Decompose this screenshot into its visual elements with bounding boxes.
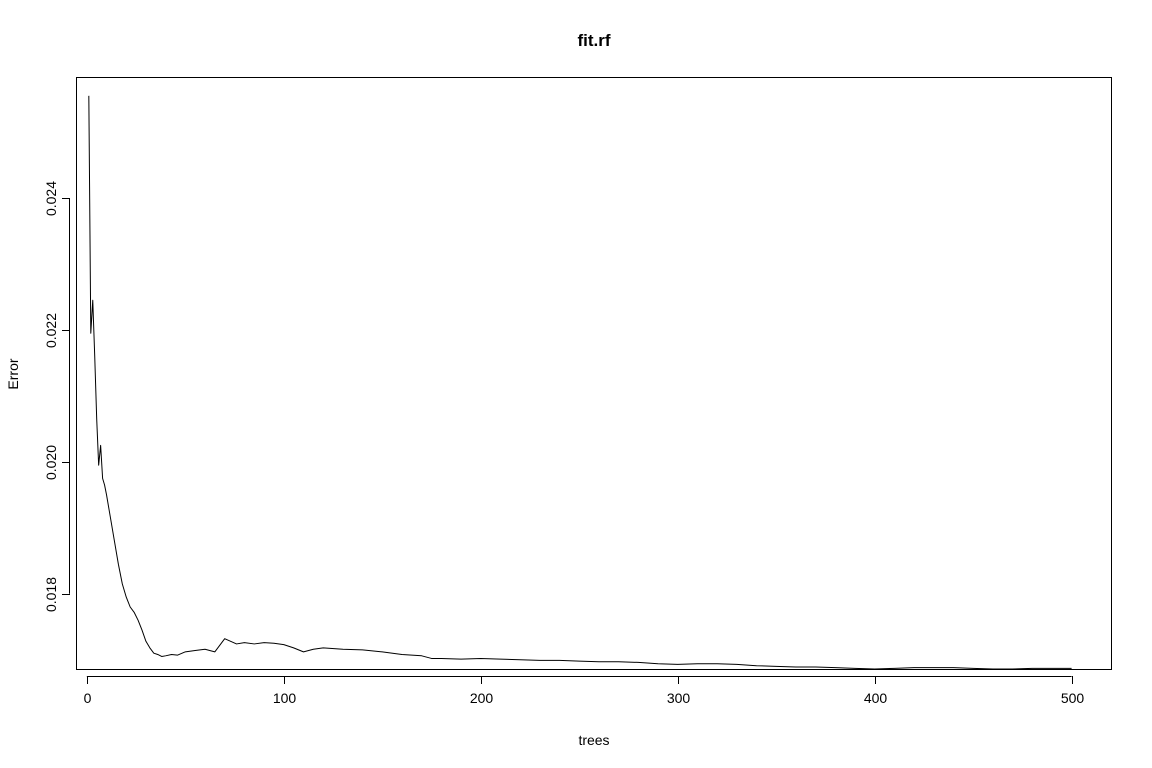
y-tick-label: 0.020 [43, 445, 59, 480]
y-tick-label: 0.022 [43, 313, 59, 348]
y-axis-label: Error [5, 358, 21, 389]
y-tick-label: 0.024 [43, 181, 59, 216]
series-group [88, 95, 1072, 670]
x-tick-label: 100 [273, 690, 297, 706]
x-tick-label: 200 [470, 690, 494, 706]
y-tick-label: 0.018 [43, 577, 59, 612]
error-series-line [88, 95, 1072, 670]
chart-title: fit.rf [577, 31, 610, 50]
y-axis: 0.018 0.020 0.022 0.024 [43, 181, 70, 612]
x-axis-label: trees [578, 732, 609, 748]
plot-frame [76, 77, 1112, 670]
x-tick-label: 400 [864, 690, 888, 706]
x-tick-label: 500 [1061, 690, 1085, 706]
x-tick-label: 0 [84, 690, 92, 706]
x-tick-label: 300 [667, 690, 691, 706]
x-axis: 0 100 200 300 400 500 [84, 676, 1085, 706]
